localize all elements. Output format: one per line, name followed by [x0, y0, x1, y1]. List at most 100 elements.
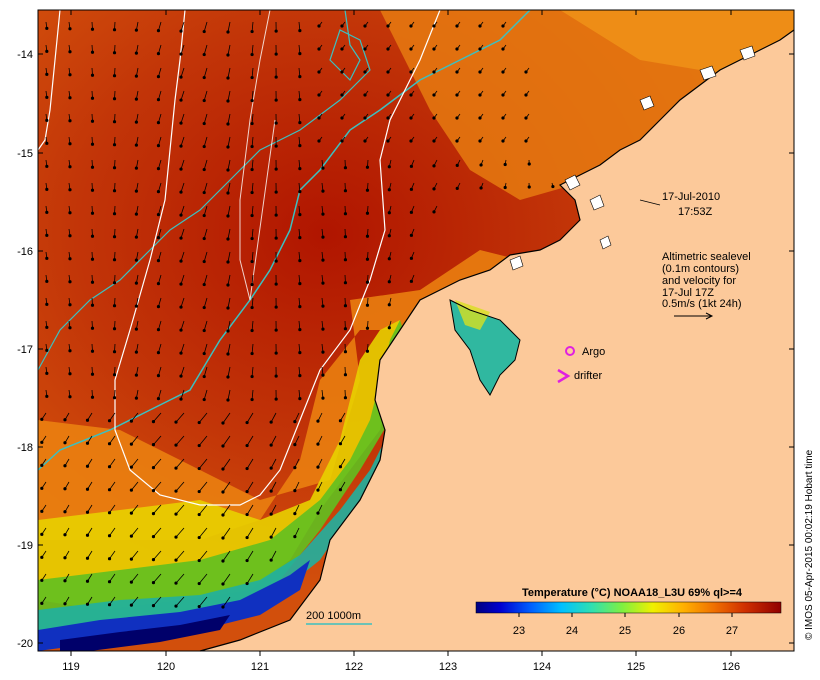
altimetry-legend: Altimetric sealevel (0.1m contours) and …	[662, 251, 751, 320]
velocity-vector-head	[409, 233, 414, 237]
lat-tick-label: -16	[17, 246, 33, 258]
velocity-vector-head	[316, 465, 320, 469]
velocity-vector-head	[85, 579, 90, 583]
velocity-vector-head	[226, 168, 230, 172]
velocity-vector	[175, 481, 185, 492]
velocity-vector-head	[365, 280, 370, 284]
velocity-vector-head	[197, 489, 201, 494]
velocity-vector-head	[134, 143, 138, 147]
velocity-vector-head	[40, 532, 44, 536]
velocity-vector-head	[293, 512, 297, 516]
velocity-vector-head	[524, 70, 528, 74]
velocity-vector-head	[134, 235, 138, 239]
velocity-vector	[270, 435, 277, 446]
velocity-vector	[203, 136, 208, 147]
velocity-vector-head	[365, 257, 370, 261]
velocity-vector-head	[68, 349, 72, 353]
velocity-vector-head	[343, 258, 348, 262]
velocity-vector-head	[134, 212, 138, 216]
velocity-vector-head	[179, 121, 183, 125]
velocity-vector-head	[226, 283, 230, 287]
velocity-vector	[203, 67, 208, 78]
velocity-vector-head	[226, 145, 230, 149]
velocity-vector	[227, 113, 231, 125]
velocity-vector-head	[156, 190, 161, 194]
sealevel-contour-1	[37, 9, 61, 151]
velocity-vector-head	[179, 75, 183, 79]
velocity-vector	[246, 481, 254, 492]
lat-tick-label: -18	[17, 442, 33, 454]
velocity-vector	[175, 458, 185, 469]
velocity-vector-head	[107, 557, 112, 561]
velocity-vector	[203, 274, 208, 285]
velocity-vector-head	[409, 24, 413, 28]
velocity-vector-head	[179, 98, 183, 102]
velocity-vector-head	[40, 417, 44, 421]
velocity-vector-head	[317, 93, 321, 97]
velocity-vector-head	[63, 487, 67, 491]
velocity-vector-head	[250, 121, 254, 126]
velocity-vector-head	[298, 236, 302, 240]
velocity-vector-head	[45, 210, 49, 214]
velocity-vector-head	[156, 282, 161, 286]
velocity-vector-head	[432, 210, 436, 214]
velocity-vector-head	[365, 326, 370, 330]
velocity-vector	[153, 596, 162, 606]
velocity-vector-head	[134, 74, 138, 78]
velocity-vector-head	[63, 579, 67, 583]
velocity-vector-head	[90, 142, 95, 146]
velocity-vector-head	[179, 236, 183, 240]
velocity-vector-head	[226, 306, 230, 310]
velocity-vector-head	[338, 442, 343, 446]
velocity-vector	[203, 21, 208, 32]
velocity-vector-head	[151, 420, 156, 424]
velocity-vector-head	[245, 466, 249, 471]
velocity-vector-head	[174, 535, 178, 539]
velocity-vector-head	[386, 47, 390, 51]
velocity-vector-head	[90, 326, 95, 330]
velocity-vector-head	[432, 139, 436, 143]
velocity-vector-head	[179, 328, 183, 332]
velocity-vector-head	[112, 281, 117, 285]
velocity-vector	[270, 504, 277, 515]
velocity-vector-head	[245, 443, 249, 448]
velocity-vector-head	[365, 211, 370, 215]
velocity-vector-head	[527, 185, 531, 189]
velocity-vector-head	[386, 139, 390, 143]
velocity-vector-head	[338, 488, 343, 492]
velocity-vector-head	[524, 93, 528, 97]
velocity-vector-head	[298, 75, 302, 79]
velocity-vector-head	[174, 466, 178, 470]
velocity-vector-head	[226, 260, 230, 264]
velocity-vector-head	[503, 162, 507, 167]
velocity-vector-head	[343, 396, 348, 400]
velocity-vector-head	[202, 75, 206, 80]
velocity-vector-head	[343, 304, 348, 308]
velocity-vector-head	[501, 70, 505, 74]
velocity-vector-head	[479, 163, 483, 167]
velocity-vector-head	[112, 212, 117, 216]
velocity-vector-head	[343, 235, 348, 239]
velocity-vector	[175, 550, 185, 561]
velocity-vector-head	[68, 395, 72, 399]
velocity-vector-head	[68, 280, 72, 284]
lon-tick-label: 120	[157, 661, 175, 673]
velocity-vector-head	[151, 443, 156, 447]
velocity-vector	[198, 458, 208, 469]
velocity-vector-head	[409, 116, 413, 120]
velocity-vector	[227, 297, 231, 309]
velocity-vector-head	[221, 467, 225, 471]
velocity-vector-head	[129, 442, 133, 446]
velocity-vector-head	[179, 259, 183, 263]
velocity-vector-head	[221, 536, 225, 540]
velocity-vector-head	[387, 211, 391, 215]
sealevel-contour-3	[239, 9, 276, 301]
velocity-vector-head	[298, 98, 302, 102]
velocity-vector-head	[250, 29, 254, 34]
velocity-vector-head	[343, 327, 348, 331]
velocity-vector-head	[455, 24, 459, 28]
velocity-vector-head	[174, 489, 178, 493]
velocity-vector-head	[85, 441, 90, 445]
velocity-vector-head	[386, 93, 390, 97]
velocity-vector-head	[221, 559, 225, 563]
